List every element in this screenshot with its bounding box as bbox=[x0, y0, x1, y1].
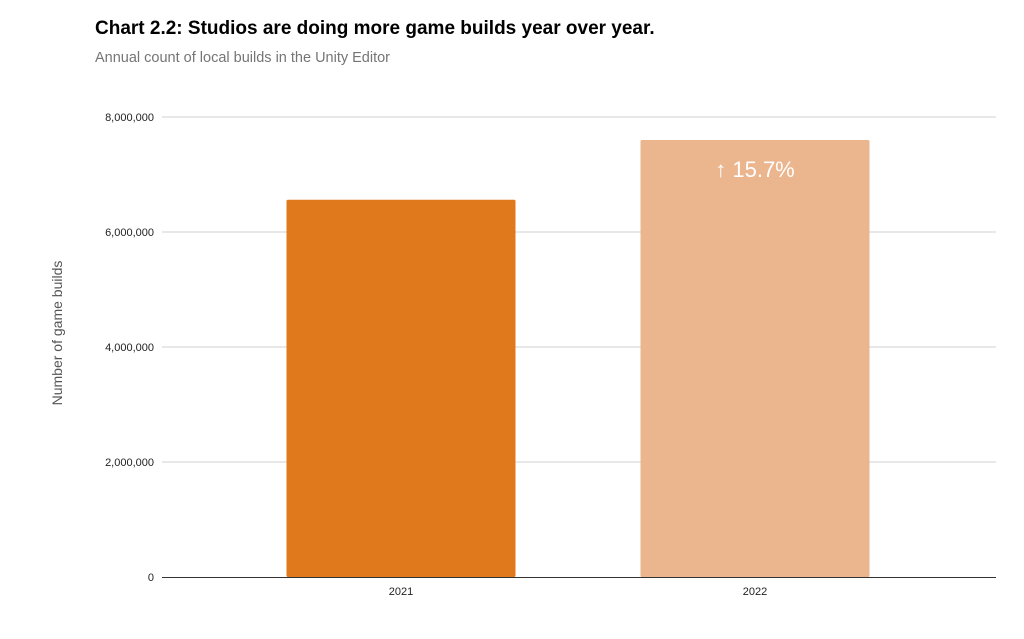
y-tick-label: 0 bbox=[148, 572, 154, 584]
bar-2022 bbox=[640, 140, 870, 577]
x-tick-label: 2021 bbox=[389, 586, 413, 598]
y-tick-label: 6,000,000 bbox=[105, 227, 154, 239]
y-axis-ticks: 0 2,000,000 4,000,000 6,000,000 8,000,000 bbox=[105, 112, 154, 584]
bars bbox=[286, 140, 870, 578]
bar-2021 bbox=[286, 199, 516, 578]
y-tick-label: 2,000,000 bbox=[105, 457, 154, 469]
y-tick-label: 4,000,000 bbox=[105, 342, 154, 354]
y-axis-title: Number of game builds bbox=[49, 261, 65, 406]
y-tick-label: 8,000,000 bbox=[105, 112, 154, 124]
x-axis-ticks: 2021 2022 bbox=[389, 586, 767, 598]
x-tick-label: 2022 bbox=[743, 586, 767, 598]
chart-title: Chart 2.2: Studios are doing more game b… bbox=[95, 18, 655, 39]
bar-annotation-label: ↑ 15.7% bbox=[715, 157, 795, 182]
chart-subtitle: Annual count of local builds in the Unit… bbox=[95, 50, 391, 66]
